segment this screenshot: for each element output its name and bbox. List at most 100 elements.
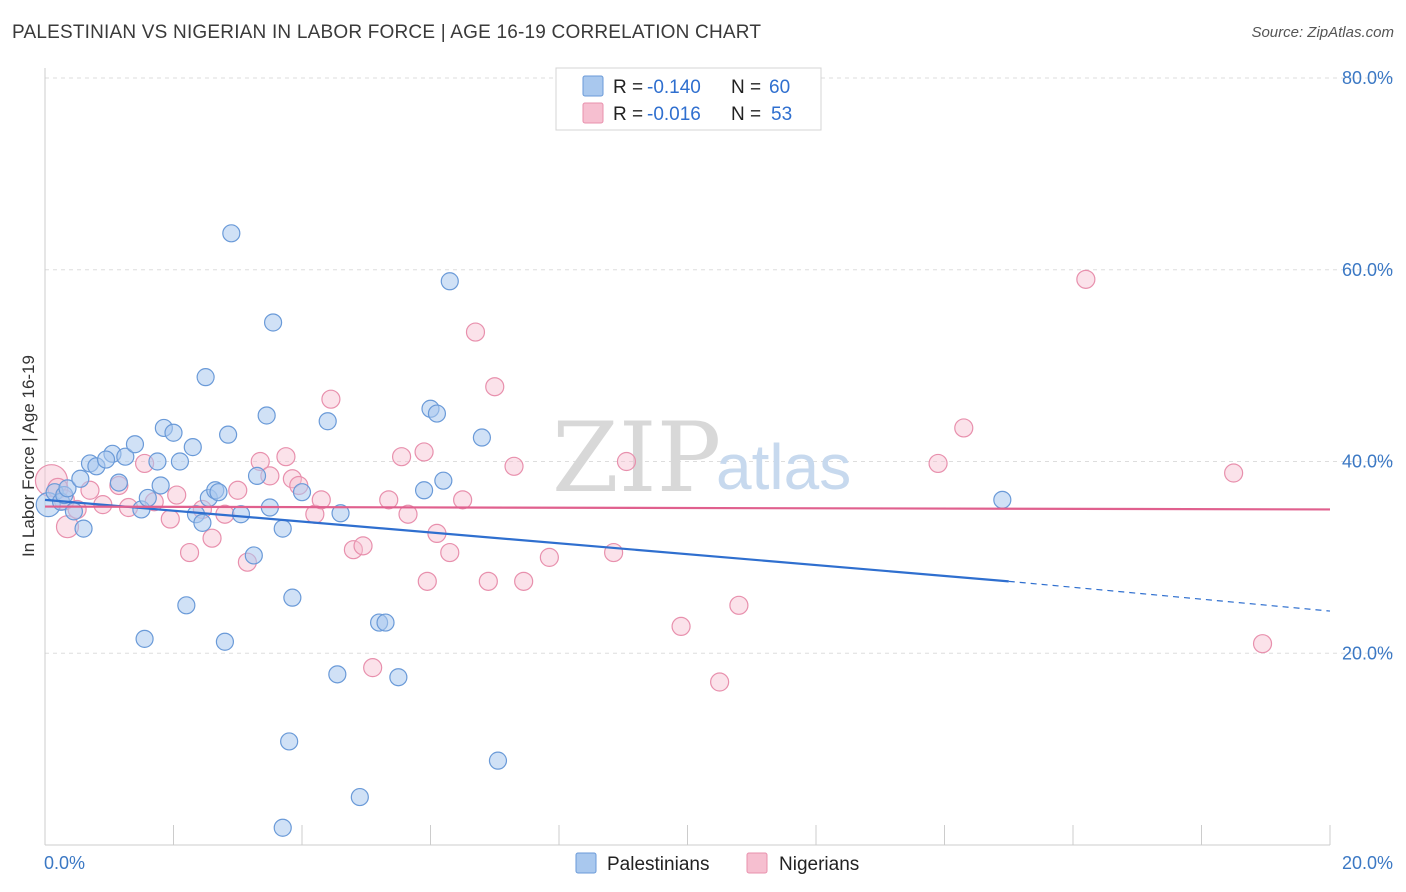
- y-tick-label: 80.0%: [1342, 68, 1393, 88]
- source-label: Source: ZipAtlas.com: [1251, 24, 1394, 41]
- nigerian-point: [465, 322, 486, 342]
- palestinian-point: [263, 313, 283, 332]
- palestinian-point: [350, 787, 369, 807]
- x-tick-label: 0.0%: [44, 853, 85, 873]
- palestinian-point: [318, 412, 337, 431]
- axes: [44, 68, 1331, 846]
- palestinian-point: [177, 596, 196, 615]
- palestinian-point: [219, 425, 238, 444]
- palestinian-point: [125, 435, 145, 454]
- palestinian-point: [138, 488, 157, 508]
- nigerian-point: [453, 490, 473, 510]
- nigerian-point: [179, 542, 200, 563]
- nigerian-point: [504, 456, 524, 476]
- palestinian-point: [183, 438, 202, 457]
- legend-n-label: N =: [731, 77, 761, 98]
- nigerian-point: [928, 453, 948, 474]
- palestinian-point: [273, 519, 292, 538]
- trend-lines: [44, 498, 1331, 612]
- nigerian-point: [485, 377, 505, 397]
- nigerian-point: [440, 542, 460, 563]
- palestinian-point: [196, 368, 215, 387]
- nigerian-point: [710, 672, 730, 692]
- palestinian-point: [247, 466, 267, 485]
- palestinian-point: [244, 546, 263, 565]
- palestinian-point: [273, 818, 292, 837]
- nigerian-point: [311, 490, 331, 510]
- palestinian-point: [71, 469, 90, 488]
- nigerian-point: [343, 540, 363, 560]
- nigerian-point: [514, 571, 534, 591]
- palestinian-point: [993, 490, 1012, 509]
- palestinian-point: [96, 450, 116, 469]
- legend-swatch-palestinians: [575, 852, 597, 874]
- legend-label-palestinians: Palestinians: [607, 854, 709, 875]
- palestinian-point: [209, 483, 228, 502]
- nigerian-point: [398, 504, 418, 524]
- nigerian-point: [228, 480, 248, 500]
- y-tick-label: 40.0%: [1342, 452, 1393, 472]
- chart-title: PALESTINIAN VS NIGERIAN IN LABOR FORCE |…: [12, 22, 762, 43]
- watermark-zip: ZIP: [552, 402, 721, 514]
- palestinian-point: [109, 473, 128, 492]
- palestinian-point: [292, 483, 312, 502]
- palestinian-point: [116, 447, 135, 466]
- nigerian-point: [1252, 634, 1273, 654]
- nigerian-point: [478, 571, 498, 591]
- palestinian-point: [170, 452, 190, 471]
- nigerian-point: [616, 451, 637, 472]
- palestinian-point: [135, 629, 154, 648]
- y-tick-label: 20.0%: [1342, 643, 1393, 663]
- legend-swatch-nigerians: [746, 852, 768, 874]
- watermark-atlas: atlas: [716, 431, 851, 503]
- palestinian-point: [414, 481, 434, 500]
- legend-n-label: N =: [731, 104, 761, 125]
- nigerian-point: [954, 418, 974, 438]
- legend-n-value: 53: [771, 104, 792, 125]
- legend-swatch-nigerians: [582, 102, 604, 124]
- palestinian-point: [331, 504, 350, 523]
- palestinian-trend-extension: [1008, 580, 1331, 612]
- nigerian-point: [160, 509, 180, 529]
- palestinian-point: [64, 502, 84, 521]
- palestinian-point: [440, 272, 459, 291]
- legend-bottom: Palestinians Nigerians: [575, 852, 859, 875]
- nigerian-point: [604, 542, 624, 563]
- nigerian-point: [379, 490, 399, 510]
- nigerian-point: [1224, 463, 1244, 483]
- palestinian-point: [280, 732, 299, 751]
- legend-label-nigerians: Nigerians: [779, 854, 859, 875]
- legend-r-label: R =: [613, 77, 643, 98]
- nigerian-point: [391, 447, 412, 467]
- y-axis-label: In Labor Force | Age 16-19: [19, 355, 38, 557]
- nigerian-point: [414, 442, 434, 462]
- palestinian-point: [148, 452, 167, 471]
- palestinian-point: [151, 476, 170, 495]
- y-tick-label: 60.0%: [1342, 260, 1393, 280]
- nigerian-point: [417, 571, 437, 591]
- nigerian-point: [353, 536, 373, 556]
- palestinian-point: [257, 406, 276, 425]
- nigerian-point: [539, 547, 559, 567]
- legend-swatch-palestinians: [582, 75, 604, 97]
- nigerian-point: [671, 616, 691, 637]
- nigerian-point: [276, 447, 296, 467]
- x-tick-labels: 0.0% 20.0%: [44, 853, 1393, 873]
- nigerian-point: [202, 528, 222, 548]
- y-tick-labels: 20.0% 40.0% 60.0% 80.0%: [1342, 68, 1393, 663]
- palestinian-point: [283, 588, 302, 607]
- palestinian-point: [488, 751, 508, 770]
- legend-r-value: -0.016: [647, 104, 701, 125]
- palestinian-point: [215, 632, 234, 651]
- palestinian-point: [328, 665, 347, 684]
- palestinian-point: [58, 479, 77, 498]
- legend-r-label: R =: [613, 104, 643, 125]
- watermark: ZIP atlas: [552, 402, 851, 514]
- palestinian-point: [74, 519, 93, 538]
- nigerian-point: [1076, 269, 1096, 289]
- x-tick-label: 20.0%: [1342, 853, 1393, 873]
- nigerian-point: [321, 389, 341, 409]
- palestinian-point: [434, 471, 453, 490]
- nigerian-point: [167, 485, 187, 505]
- nigerian-point: [363, 658, 383, 678]
